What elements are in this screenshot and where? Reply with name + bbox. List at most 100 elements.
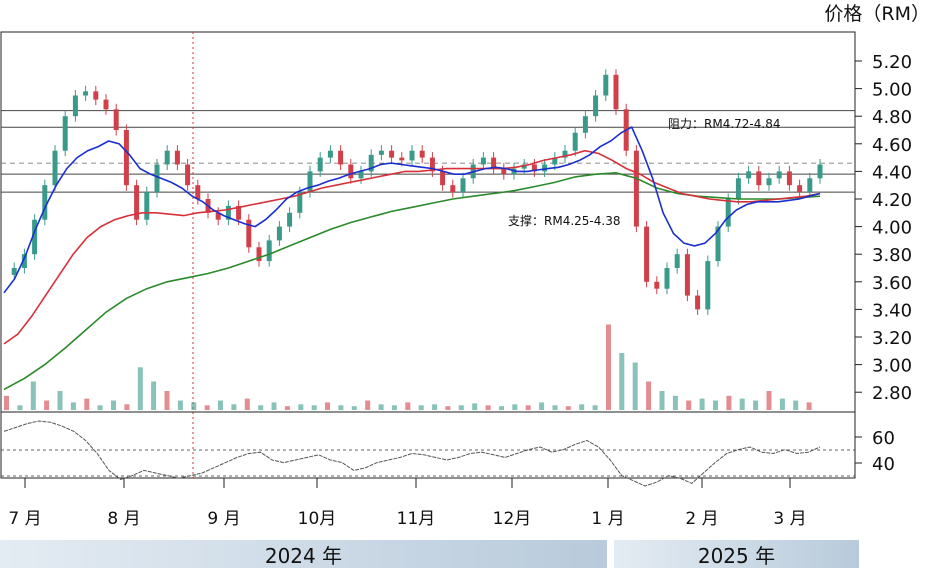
candle-body <box>399 157 405 161</box>
x-tick-label: 12月 <box>493 509 532 529</box>
rsi-line <box>3 420 821 487</box>
moving-averages <box>3 126 821 391</box>
candle-body <box>358 171 364 179</box>
volume-bar <box>378 404 384 410</box>
year-bar-2024: 2024 年 <box>0 540 607 568</box>
candle-body <box>42 185 48 220</box>
candle-body <box>174 150 180 165</box>
volume-bar <box>124 404 130 410</box>
volume-bar <box>672 395 678 411</box>
candle-body <box>185 164 191 186</box>
volume-bar <box>445 406 451 410</box>
candle-body <box>450 185 456 193</box>
candle-body <box>348 164 354 179</box>
candle-body <box>297 192 303 213</box>
x-tick-label: 1 月 <box>591 509 624 529</box>
volume-bar <box>592 405 598 411</box>
volume-bar <box>17 405 23 411</box>
candle-body <box>287 212 293 227</box>
candle-body <box>378 150 384 155</box>
volume-bar <box>137 367 143 411</box>
volume-bar <box>646 381 652 410</box>
volume-bar <box>338 405 344 411</box>
volume-bar <box>365 400 371 410</box>
volume-bar <box>70 402 76 410</box>
volume-bar <box>659 391 665 410</box>
candle-body <box>266 240 272 262</box>
y-tick-label: 3.40 <box>872 300 912 321</box>
candle-body <box>32 219 38 255</box>
y-tick-label: 4.40 <box>872 162 912 183</box>
price-series <box>11 69 823 315</box>
volume-bar <box>204 405 210 411</box>
candle-body <box>154 164 160 193</box>
candle-body <box>429 157 435 172</box>
y-tick-label: 3.60 <box>872 273 912 294</box>
candle-body <box>531 164 537 172</box>
volume-bar <box>753 400 759 410</box>
volume-bar <box>713 400 718 410</box>
candle-body <box>542 164 548 172</box>
candle-body <box>715 226 721 262</box>
candle-body <box>725 199 731 227</box>
volume-bar <box>512 404 518 410</box>
candle-body <box>593 95 599 117</box>
x-tick-label: 7 月 <box>8 509 41 529</box>
candle-body <box>664 268 670 289</box>
volume-bar <box>271 402 277 410</box>
y-tick-label: 3.20 <box>872 328 912 349</box>
volume-bar <box>458 405 464 411</box>
volume-bar <box>30 381 36 410</box>
candle-body <box>501 168 507 175</box>
volume-bar <box>432 404 438 410</box>
rsi-tick-label: 40 <box>872 454 895 475</box>
volume-bar <box>686 400 692 410</box>
volume-bar <box>325 402 330 410</box>
volume-bar <box>739 398 745 410</box>
candle-body <box>552 157 558 165</box>
candle-body <box>654 281 660 289</box>
volume-bar <box>164 391 170 410</box>
volume-bar <box>485 405 491 411</box>
candle-body <box>684 254 690 296</box>
volume-bar <box>244 398 250 410</box>
volume-bar <box>565 406 571 410</box>
volume-bar <box>525 405 531 411</box>
candle-body <box>62 116 68 151</box>
rsi-tick-label: 60 <box>872 428 895 449</box>
candle-body <box>164 150 170 165</box>
x-tick-label: 9 月 <box>207 509 240 529</box>
y-tick-label: 4.20 <box>872 190 912 211</box>
candle-body <box>83 91 89 96</box>
candle-body <box>72 95 78 117</box>
volume-bars <box>4 324 812 411</box>
volume-bar <box>218 400 223 410</box>
volume-bar <box>632 362 638 410</box>
plot-frame <box>0 31 856 479</box>
candle-body <box>338 150 344 165</box>
volume-bar <box>539 402 545 410</box>
candle-body <box>480 157 486 165</box>
x-tick-label: 11月 <box>397 509 436 529</box>
volume-bar <box>4 395 9 411</box>
x-tick-label: 3 月 <box>773 509 806 529</box>
candle-body <box>256 247 262 262</box>
candle-body <box>389 150 395 158</box>
x-axis: 7 月 8 月 9 月 10月 11月 12月 1 月 2 月 3 月 <box>8 478 807 529</box>
volume-bar <box>391 405 397 411</box>
volume-bar <box>191 402 197 410</box>
candle-body <box>582 116 588 133</box>
volume-bar <box>793 400 799 410</box>
candle-body <box>52 150 58 186</box>
volume-bar <box>418 405 424 411</box>
volume-bar <box>258 405 264 411</box>
candle-body <box>695 295 701 310</box>
volume-bar <box>606 324 611 410</box>
candle-body <box>440 171 446 186</box>
y-tick-label: 4.80 <box>872 107 912 128</box>
candle-body <box>746 171 752 179</box>
volume-bar <box>619 353 625 410</box>
volume-bar <box>298 404 304 410</box>
candle-body <box>225 205 231 220</box>
